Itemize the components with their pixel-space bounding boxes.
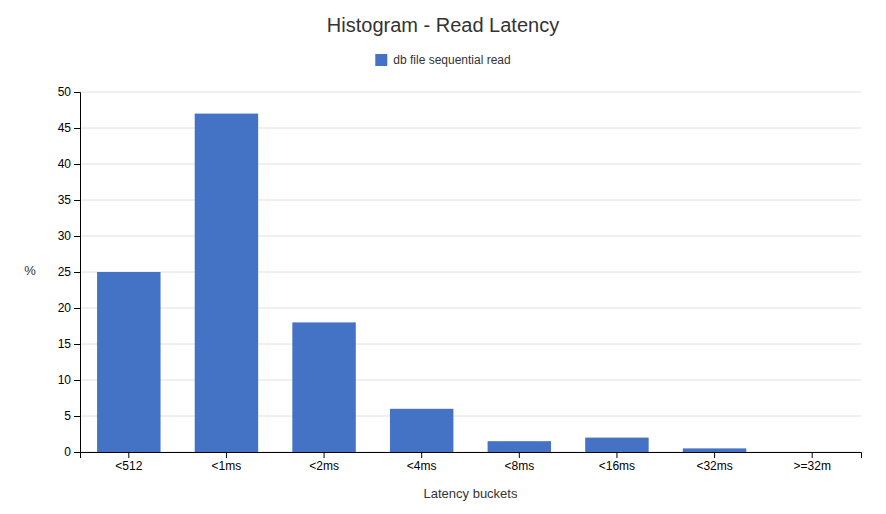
x-tick-mark [519, 452, 520, 458]
x-axis-title: Latency buckets [424, 486, 518, 501]
y-tick: 0 [64, 445, 80, 459]
bar [390, 409, 453, 452]
x-tick: <4ms [407, 452, 437, 473]
x-tick-label: >=32m [794, 459, 831, 473]
x-tick: <8ms [504, 452, 534, 473]
y-tick: 35 [58, 193, 80, 207]
y-tick: 20 [58, 301, 80, 315]
y-axis: 0 5 10 15 20 25 30 35 40 45 50 [58, 85, 81, 459]
bar [683, 448, 746, 452]
bar [292, 322, 355, 452]
x-tick: <16ms [599, 452, 635, 473]
bars [97, 114, 746, 452]
bar [195, 114, 258, 452]
x-tick-mark [226, 452, 227, 458]
y-tick-label: 40 [58, 157, 72, 171]
y-tick-label: 30 [58, 229, 72, 243]
y-tick-label: 0 [64, 445, 71, 459]
y-tick-label: 15 [58, 337, 72, 351]
y-tick: 40 [58, 157, 80, 171]
y-tick-mark [74, 272, 80, 273]
grid-line [80, 92, 861, 93]
x-tick-label: <16ms [599, 459, 635, 473]
y-tick-label: 50 [58, 85, 72, 99]
chart: 0 5 10 15 20 25 30 35 40 45 50 <512 <1ms <2ms <4ms <8ms… [0, 0, 886, 514]
y-tick-mark [74, 380, 80, 381]
legend-label: db file sequential read [393, 53, 510, 67]
y-tick-label: 5 [64, 409, 71, 423]
y-tick: 50 [58, 85, 80, 99]
x-tick-mark [616, 452, 617, 458]
y-tick-label: 35 [58, 193, 72, 207]
y-tick: 10 [58, 373, 80, 387]
y-tick-label: 10 [58, 373, 72, 387]
legend: db file sequential read [375, 53, 510, 67]
y-axis-title: % [24, 263, 36, 278]
y-axis-line [74, 93, 81, 453]
y-tick-mark [74, 128, 80, 129]
y-tick-mark [74, 236, 80, 237]
y-tick: 5 [64, 409, 80, 423]
x-tick-mark [324, 452, 325, 458]
title: Histogram - Read Latency [327, 14, 559, 36]
grid [80, 92, 861, 452]
x-tick-label: <1ms [212, 459, 242, 473]
bar [780, 452, 843, 453]
y-tick-mark [74, 164, 80, 165]
x-tick: <1ms [212, 452, 242, 473]
y-tick-mark [74, 92, 80, 93]
bar [585, 438, 648, 452]
bar [488, 441, 551, 452]
x-tick-mark [714, 452, 715, 458]
x-tick-mark [128, 452, 129, 458]
x-tick-mark [812, 452, 813, 458]
plot-area: 0 5 10 15 20 25 30 35 40 45 50 <512 <1ms <2ms <4ms <8ms… [58, 85, 862, 472]
bar [97, 272, 160, 452]
y-tick: 15 [58, 337, 80, 351]
y-tick-mark [74, 200, 80, 201]
y-tick-mark [74, 308, 80, 309]
x-tick-label: <32ms [696, 459, 732, 473]
y-tick-mark [74, 344, 80, 345]
x-tick: >=32m [794, 452, 831, 473]
x-axis: <512 <1ms <2ms <4ms <8ms <16ms <32ms >=32m [81, 452, 862, 473]
y-tick-mark [74, 416, 80, 417]
y-tick: 45 [58, 121, 80, 135]
x-tick: <2ms [309, 452, 339, 473]
y-tick: 30 [58, 229, 80, 243]
y-tick-label: 20 [58, 301, 72, 315]
x-tick-label: <2ms [309, 459, 339, 473]
x-tick-label: <512 [115, 459, 142, 473]
y-tick: 25 [58, 265, 80, 279]
y-tick-label: 25 [58, 265, 72, 279]
legend-swatch [375, 54, 387, 66]
x-tick-label: <8ms [504, 459, 534, 473]
x-tick-label: <4ms [407, 459, 437, 473]
x-tick: <32ms [696, 452, 732, 473]
y-tick-mark [74, 452, 80, 453]
x-tick-mark [421, 452, 422, 458]
y-tick-label: 45 [58, 121, 72, 135]
x-tick: <512 [115, 452, 142, 473]
x-axis-line [81, 453, 862, 459]
